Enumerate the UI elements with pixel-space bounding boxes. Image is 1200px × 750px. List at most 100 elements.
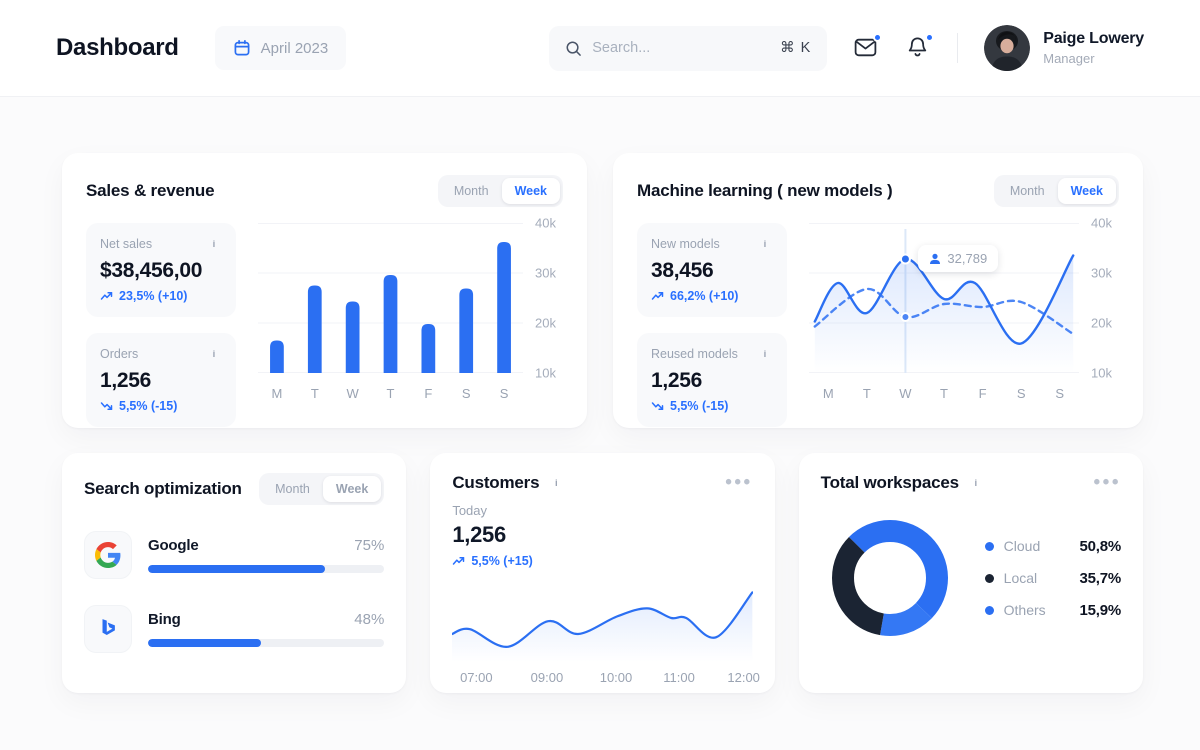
info-icon[interactable]: i — [974, 477, 978, 489]
total-workspaces-card: Total workspaces i ••• Cloud 50,8% — [798, 453, 1143, 693]
sales-week-tab[interactable]: Week — [501, 178, 560, 204]
user-meta: Paige Lowery Manager — [1043, 30, 1144, 66]
trend-up-icon — [651, 292, 664, 300]
bing-progress-fill — [148, 639, 262, 647]
reused-models-value: 1,256 — [651, 369, 703, 392]
legend-others: Others 15,9% — [984, 602, 1121, 619]
bing-label: Bing — [148, 611, 181, 628]
seo-month-tab[interactable]: Month — [262, 476, 323, 502]
reused-models-delta: 5,5% (-15) — [651, 399, 773, 413]
cloud-dot — [984, 541, 994, 551]
info-icon[interactable]: i — [763, 238, 767, 250]
date-picker-label: April 2023 — [260, 39, 329, 57]
search-placeholder: Search... — [592, 40, 651, 56]
customers-card-title: Customers — [452, 473, 540, 492]
search-optimization-card: Search optimization Month Week Google 75… — [62, 453, 407, 693]
sales-month-tab[interactable]: Month — [441, 178, 502, 204]
info-icon[interactable]: i — [555, 477, 558, 489]
date-picker[interactable]: April 2023 — [214, 26, 347, 70]
ml-period-toggle: Month Week — [993, 175, 1119, 207]
local-dot — [984, 573, 994, 583]
legend-local: Local 35,7% — [984, 570, 1121, 587]
workspaces-donut-chart — [825, 513, 955, 643]
sales-chart-y-axis: 40k 30k 20k 10k — [535, 215, 556, 381]
ml-week-tab[interactable]: Week — [1057, 178, 1116, 204]
customers-card: Customers i ••• Today 1,256 5,5% (+15) 0… — [430, 453, 775, 693]
orders-delta: 5,5% (-15) — [100, 399, 222, 413]
messages-badge — [873, 33, 883, 42]
info-icon[interactable]: i — [763, 348, 767, 360]
sales-revenue-card: Sales & revenue Month Week Net sales i $… — [62, 153, 587, 428]
trend-up-icon — [100, 292, 113, 300]
sales-period-toggle: Month Week — [437, 175, 563, 207]
bing-progress-track — [148, 639, 385, 647]
bing-percent: 48% — [354, 611, 385, 628]
ml-month-tab[interactable]: Month — [997, 178, 1058, 204]
top-header: Dashboard April 2023 Search... ⌘ K Paige… — [0, 0, 1200, 97]
reused-models-label: Reused models — [651, 347, 738, 361]
person-icon — [930, 253, 941, 264]
messages-button[interactable] — [853, 33, 883, 61]
seo-card-title: Search optimization — [84, 479, 242, 498]
bing-row: Bing 48% — [84, 605, 385, 653]
search-shortcut: ⌘ K — [780, 40, 812, 56]
info-icon[interactable]: i — [212, 348, 216, 360]
header-divider — [957, 33, 959, 63]
user-name: Paige Lowery — [1043, 30, 1144, 47]
trend-down-icon — [100, 402, 113, 410]
google-row: Google 75% — [84, 531, 385, 579]
page-title: Dashboard — [56, 34, 179, 61]
avatar-photo — [984, 25, 1031, 71]
new-models-stat: New models i 38,456 66,2% (+10) — [637, 223, 787, 317]
notifications-button[interactable] — [905, 33, 935, 61]
seo-week-tab[interactable]: Week — [322, 476, 382, 502]
sales-card-title: Sales & revenue — [86, 181, 215, 200]
google-percent: 75% — [354, 537, 385, 554]
ml-chart-y-axis: 40k 30k 20k 10k — [1091, 215, 1112, 381]
customers-count: 1,256 — [452, 522, 506, 547]
machine-learning-card: Machine learning ( new models ) Month We… — [613, 153, 1143, 428]
info-icon[interactable]: i — [212, 238, 216, 250]
orders-stat: Orders i 1,256 5,5% (-15) — [86, 333, 236, 427]
google-progress-fill — [148, 565, 326, 573]
net-sales-label: Net sales — [100, 237, 153, 251]
new-models-value: 38,456 — [651, 259, 714, 282]
dashboard-content: Sales & revenue Month Week Net sales i $… — [0, 97, 1200, 693]
net-sales-value: $38,456,00 — [100, 259, 203, 282]
google-progress-track — [148, 565, 385, 573]
customers-x-axis: 07:00 09:00 10:00 11:00 12:00 — [460, 670, 760, 685]
google-label: Google — [148, 537, 199, 554]
mail-icon — [854, 38, 877, 57]
orders-value: 1,256 — [100, 369, 152, 392]
calendar-icon — [234, 39, 250, 56]
tooltip-value: 32,789 — [947, 251, 988, 266]
google-icon — [84, 531, 132, 579]
bing-icon — [84, 605, 132, 653]
search-input[interactable]: Search... ⌘ K — [549, 25, 828, 71]
notifications-badge — [925, 33, 935, 42]
net-sales-delta: 23,5% (+10) — [100, 289, 222, 303]
chart-tooltip: 32,789 — [918, 245, 999, 272]
customers-delta: 5,5% (+15) — [452, 554, 752, 568]
workspaces-legend: Cloud 50,8% Local 35,7% Others 15,9% — [984, 538, 1121, 619]
today-label: Today — [452, 503, 488, 518]
ml-card-title: Machine learning ( new models ) — [637, 181, 893, 200]
avatar[interactable] — [984, 25, 1031, 71]
user-role: Manager — [1043, 51, 1095, 66]
bell-icon — [909, 37, 927, 57]
customers-menu-button[interactable]: ••• — [725, 472, 753, 493]
workspaces-menu-button[interactable]: ••• — [1093, 472, 1121, 493]
others-dot — [984, 605, 994, 615]
net-sales-stat: Net sales i $38,456,00 23,5% (+10) — [86, 223, 236, 317]
trend-down-icon — [651, 402, 664, 410]
seo-period-toggle: Month Week — [259, 473, 385, 505]
trend-up-icon — [453, 557, 465, 565]
reused-models-stat: Reused models i 1,256 5,5% (-15) — [637, 333, 787, 427]
workspaces-card-title: Total workspaces — [820, 473, 959, 492]
new-models-delta: 66,2% (+10) — [651, 289, 773, 303]
new-models-label: New models — [651, 237, 720, 251]
search-icon — [566, 41, 582, 56]
legend-cloud: Cloud 50,8% — [984, 538, 1121, 555]
